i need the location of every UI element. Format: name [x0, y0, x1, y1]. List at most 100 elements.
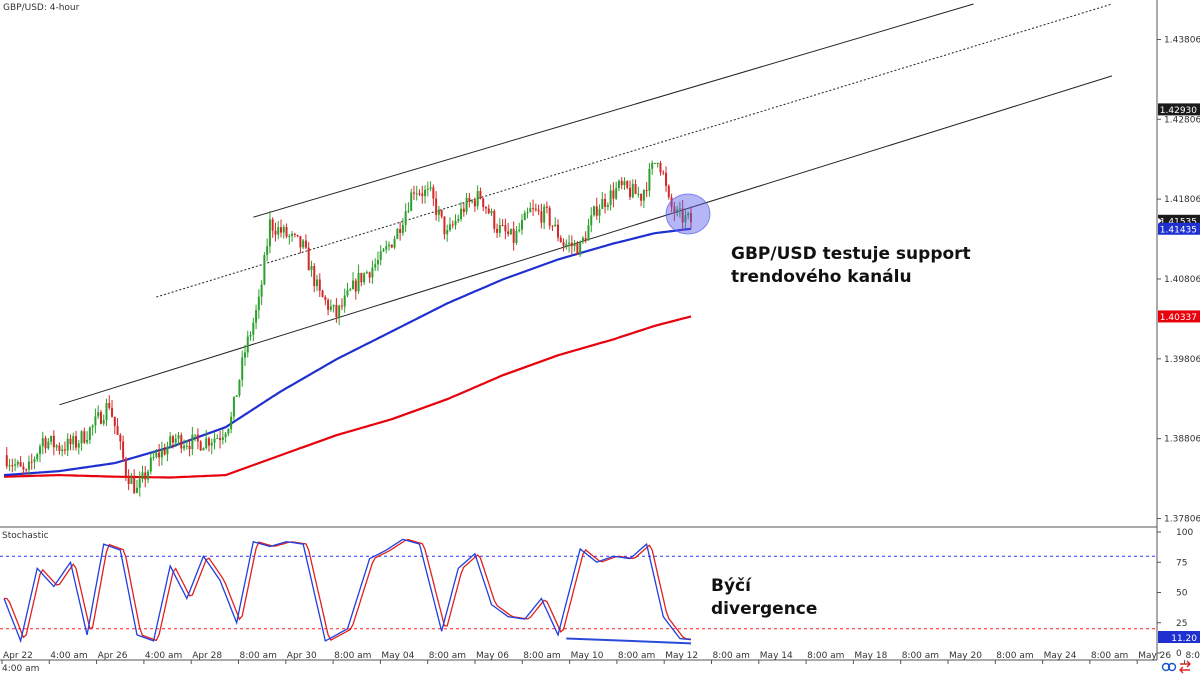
time-tick-label: 8:00 am: [523, 651, 560, 661]
candle: [518, 222, 521, 233]
candle: [224, 431, 227, 443]
time-tick-label: 8:00 am: [429, 651, 466, 661]
candle: [346, 282, 349, 298]
expand-arrows-icon[interactable]: [1179, 660, 1191, 674]
candle: [476, 185, 479, 210]
candle: [426, 181, 429, 197]
candle: [202, 447, 205, 451]
candle: [58, 442, 61, 455]
candle: [316, 274, 319, 292]
time-tick-label: May 12: [665, 651, 698, 661]
time-tick-label: 8:00 am: [902, 651, 939, 661]
candle: [174, 433, 177, 448]
candle: [321, 289, 324, 298]
candle: [230, 411, 233, 434]
candle: [462, 203, 465, 217]
candle: [207, 436, 210, 452]
candle: [232, 396, 235, 421]
price-tick-label: 1.42806: [1164, 115, 1200, 125]
candle: [324, 295, 327, 306]
candle: [55, 444, 58, 451]
candle: [135, 479, 138, 494]
time-tick-label: May 20: [949, 651, 982, 661]
stoch-tick-label: 0: [1176, 649, 1182, 659]
candle: [604, 193, 607, 214]
annotation-divergence: Býčí: [711, 576, 752, 596]
price-tick-label: 1.37806: [1164, 515, 1200, 525]
candle: [47, 437, 50, 450]
candle: [676, 205, 679, 217]
candle: [379, 245, 382, 266]
candle: [490, 208, 493, 216]
candle: [520, 214, 523, 235]
candle: [116, 417, 119, 435]
candle: [493, 209, 496, 233]
candle: [255, 304, 258, 330]
candle: [80, 430, 83, 451]
candle: [213, 432, 216, 450]
candle: [557, 219, 559, 242]
candle: [52, 430, 55, 456]
candle: [166, 441, 169, 462]
candle: [443, 216, 446, 240]
link-icon[interactable]: [1161, 662, 1177, 672]
candle: [368, 271, 371, 284]
annotation-support-line2: trendového kanálu: [731, 267, 912, 287]
candle: [656, 162, 659, 168]
candle: [105, 398, 108, 427]
time-tick-label: Apr 30: [287, 651, 317, 661]
candle: [268, 211, 271, 254]
time-tick-label: 8:00 am: [334, 651, 371, 661]
candle: [318, 273, 321, 298]
time-tick-label: Apr 26: [98, 651, 128, 661]
candle: [460, 201, 463, 222]
candle: [288, 233, 291, 245]
candle: [626, 180, 629, 190]
stoch-value-tag: [1158, 631, 1200, 643]
candle: [388, 241, 391, 251]
candle: [77, 440, 80, 455]
chart-title: GBP/USD: 4-hour: [3, 3, 80, 13]
candle: [313, 263, 316, 293]
candle: [61, 444, 64, 457]
candle: [376, 251, 379, 272]
time-tick-label: Apr 28: [192, 651, 222, 661]
candle: [670, 193, 673, 212]
candle: [415, 185, 418, 201]
candle: [662, 170, 665, 176]
stoch-title: Stochastic: [2, 531, 49, 541]
time-tick-label: May 26: [1138, 651, 1171, 661]
candle: [640, 193, 643, 207]
candle: [623, 177, 626, 191]
candle: [487, 204, 490, 215]
time-tick-label: 8:00 am: [1186, 651, 1200, 661]
candle: [612, 182, 615, 208]
time-tick-label: 8:00 am: [1091, 651, 1128, 661]
candle: [593, 205, 596, 217]
candle: [401, 218, 404, 236]
candle: [385, 240, 388, 254]
candle: [327, 298, 330, 316]
candle: [14, 458, 17, 472]
time-tick-label: 8:00 am: [618, 651, 655, 661]
candle: [509, 228, 512, 236]
candle: [562, 238, 565, 252]
candle: [307, 242, 310, 271]
candle: [512, 221, 515, 251]
candle: [595, 197, 598, 220]
current-price-marker: [1158, 217, 1162, 224]
candle: [338, 304, 341, 326]
stoch-axis: 100 75 50 25 0: [1157, 528, 1193, 659]
candle: [515, 226, 518, 246]
candle: [194, 434, 197, 442]
candle: [484, 206, 487, 215]
candle: [138, 471, 141, 497]
candle: [471, 198, 474, 204]
price-tag: [1158, 103, 1200, 116]
stoch-d-line: [4, 539, 692, 642]
candle: [130, 472, 133, 485]
candle: [565, 239, 568, 250]
candle: [501, 219, 504, 227]
price-tick-label: 1.40806: [1164, 275, 1200, 285]
candle: [27, 455, 30, 476]
